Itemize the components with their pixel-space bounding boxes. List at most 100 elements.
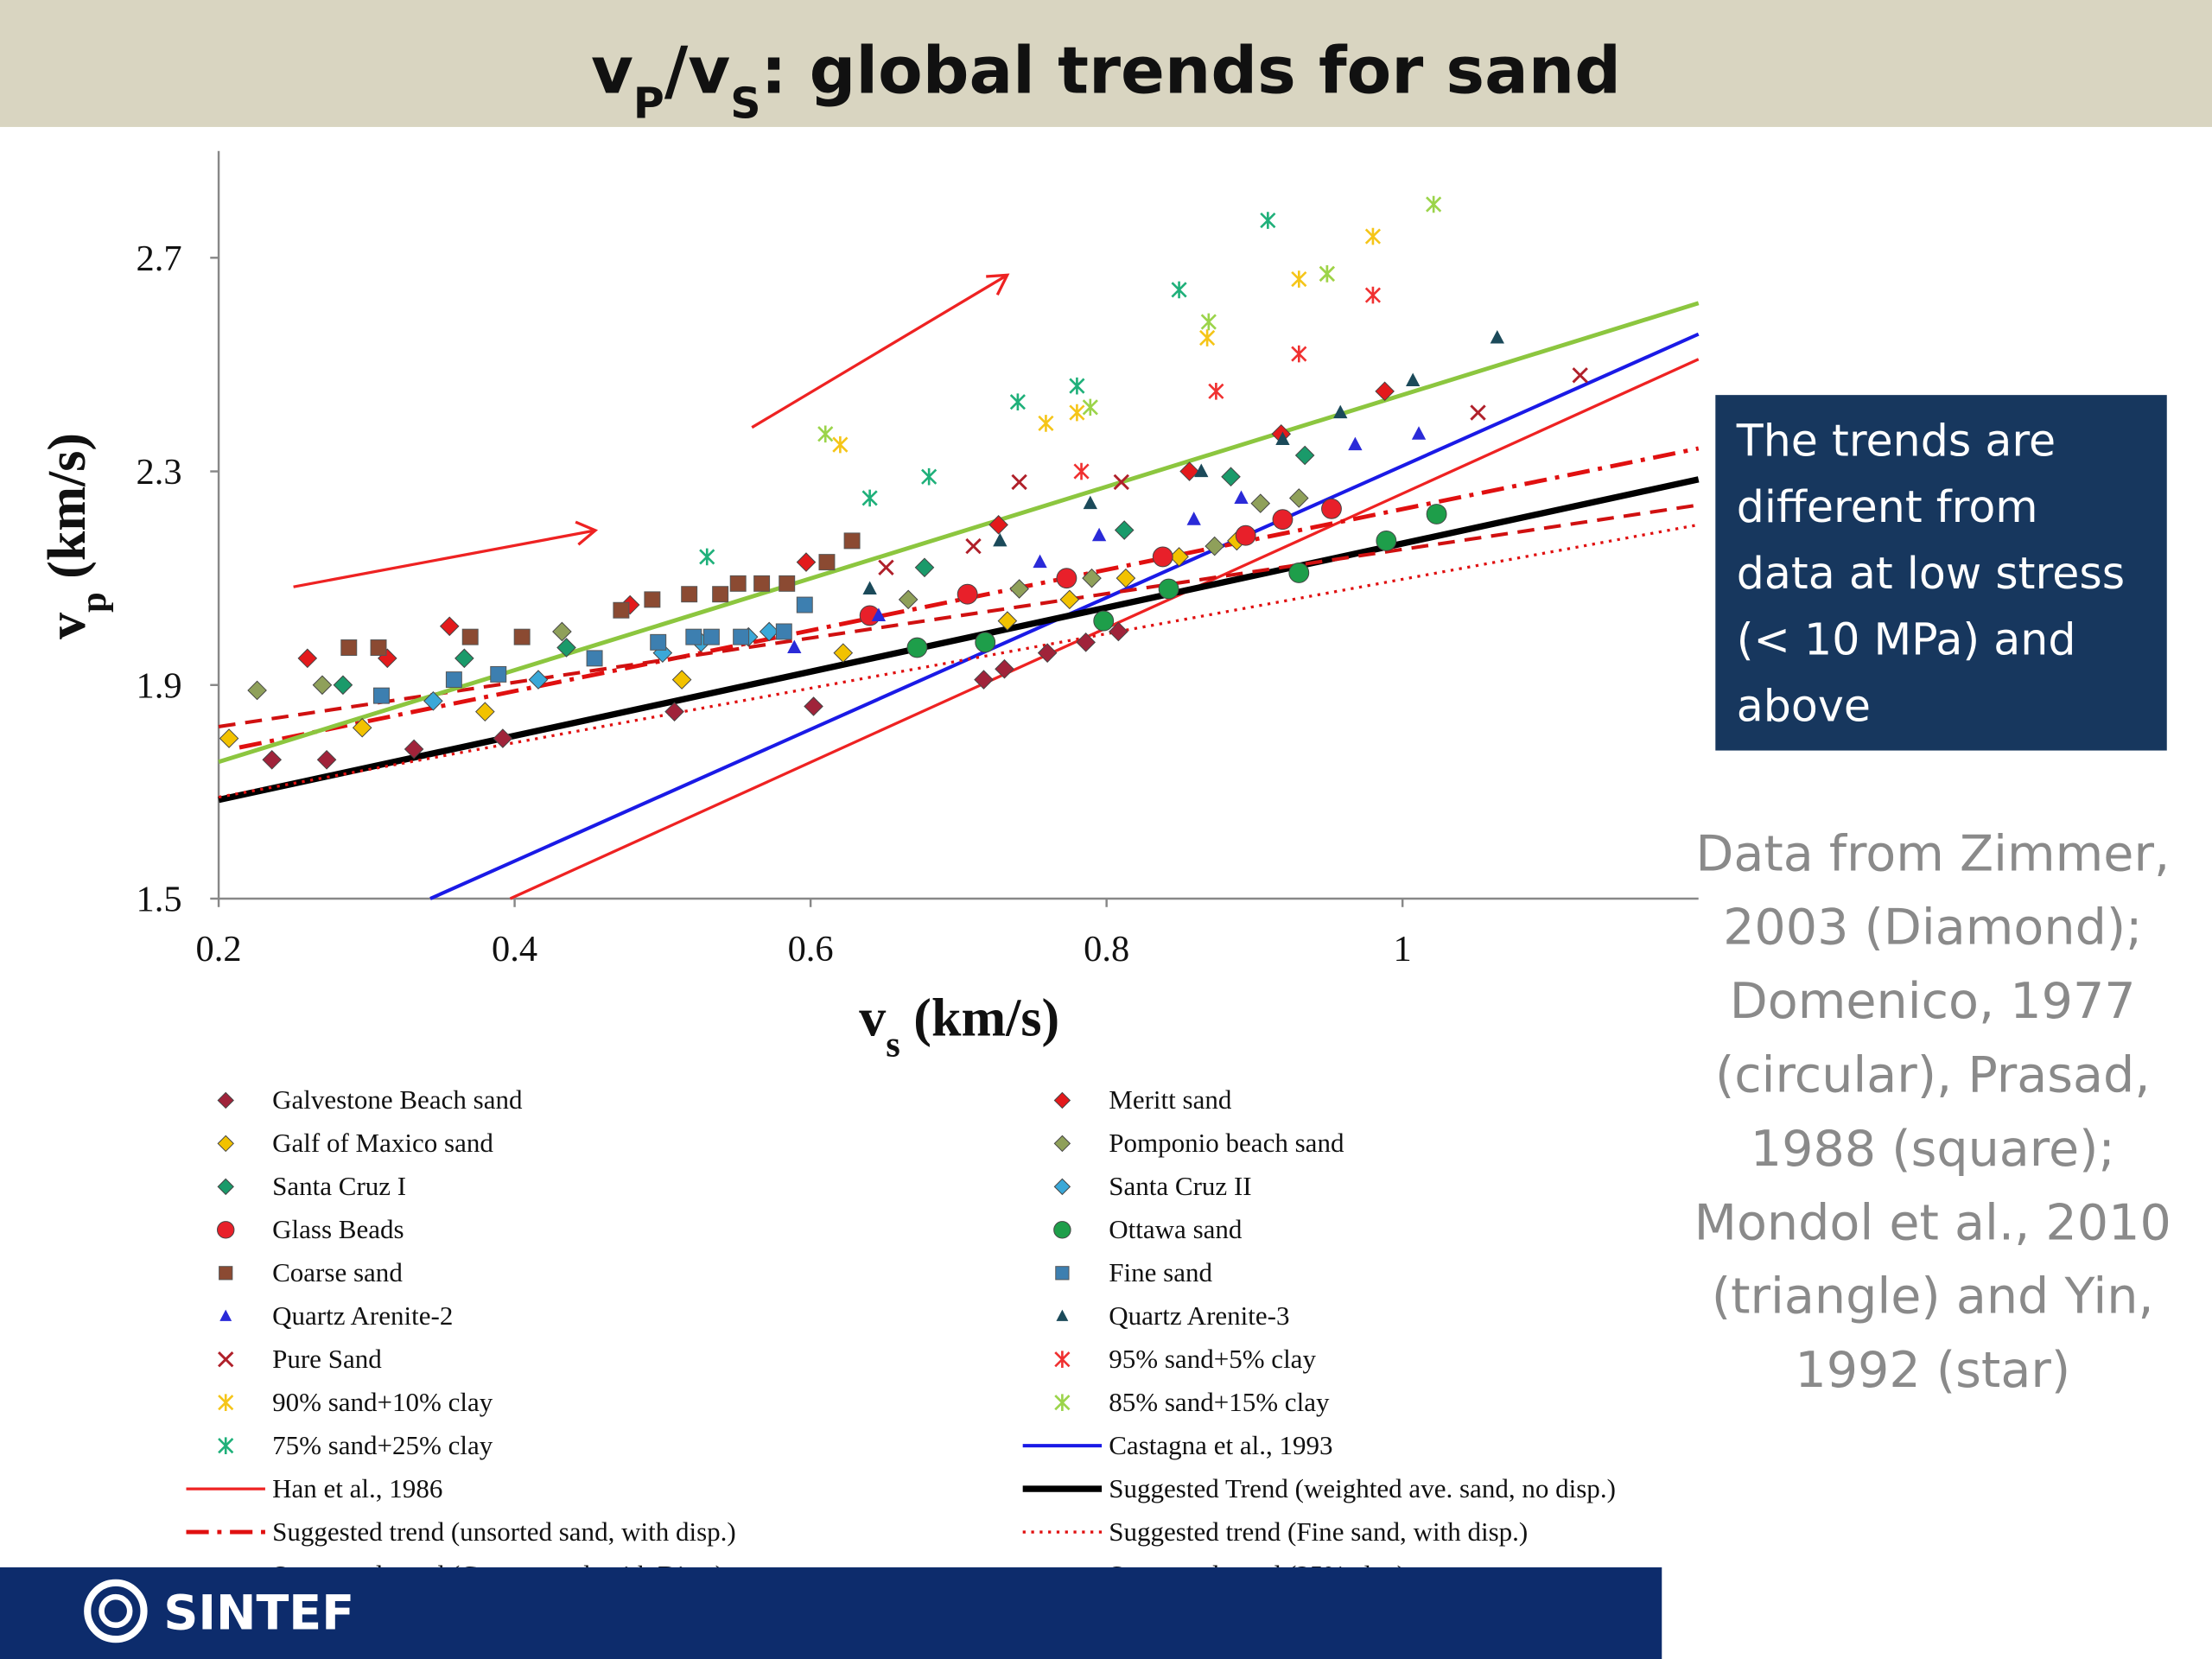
square-marker bbox=[729, 575, 747, 592]
diamond-marker bbox=[262, 749, 283, 770]
square-marker bbox=[775, 623, 792, 640]
x-marker bbox=[1470, 404, 1486, 421]
legend-label: Santa Cruz I bbox=[272, 1171, 406, 1201]
legend-item: Pure Sand bbox=[218, 1344, 382, 1374]
square-marker bbox=[490, 665, 507, 683]
legend-item: Fine sand bbox=[1055, 1257, 1213, 1287]
y-tick-label: 1.9 bbox=[137, 665, 182, 706]
x-marker bbox=[218, 1351, 234, 1368]
logo-text: SINTEF bbox=[163, 1586, 354, 1642]
logo-icon bbox=[84, 1579, 148, 1643]
triangle-marker bbox=[787, 639, 802, 654]
diamond-marker bbox=[404, 739, 424, 760]
diamond-marker bbox=[759, 621, 779, 642]
note-line: 1992 (star) bbox=[1795, 1342, 2070, 1399]
callout-line: different from bbox=[1737, 481, 2038, 532]
square-marker bbox=[513, 628, 531, 645]
note-line: 2003 (Diamond); bbox=[1723, 899, 2142, 957]
text-part: s bbox=[886, 1024, 900, 1065]
circle-marker bbox=[1053, 1221, 1071, 1239]
square-marker bbox=[586, 650, 603, 667]
diamond-marker bbox=[1076, 632, 1096, 652]
note-line: Data from Zimmer, bbox=[1695, 825, 2170, 882]
diamond-marker bbox=[1221, 467, 1241, 487]
legend-label: Fine sand bbox=[1109, 1257, 1212, 1287]
square-marker bbox=[1055, 1266, 1070, 1281]
legend-item: Quartz Arenite-3 bbox=[1056, 1300, 1290, 1331]
star-marker bbox=[1054, 1394, 1071, 1411]
square-marker bbox=[796, 596, 813, 613]
star-marker bbox=[861, 489, 878, 507]
note-line: 1988 (square); bbox=[1751, 1121, 2115, 1178]
legend-label: Quartz Arenite-2 bbox=[272, 1300, 453, 1331]
callout-box bbox=[1715, 395, 2167, 751]
y-tick-label: 2.7 bbox=[137, 238, 182, 279]
text-part: p bbox=[73, 592, 113, 613]
square-marker bbox=[644, 591, 661, 608]
triangle-marker bbox=[993, 532, 1007, 547]
diamond-marker bbox=[312, 675, 333, 696]
star-marker bbox=[921, 467, 938, 486]
legend-label: Galf of Maxico sand bbox=[272, 1128, 493, 1158]
diamond-marker bbox=[833, 643, 854, 663]
circle-marker bbox=[1235, 524, 1256, 546]
square-marker bbox=[681, 586, 698, 603]
source-note: Data from Zimmer, 2003 (Diamond); Domenico… bbox=[1694, 825, 2171, 1399]
text-part: v bbox=[591, 33, 633, 109]
triangle-marker bbox=[1490, 330, 1504, 344]
diamond-marker bbox=[1109, 621, 1128, 642]
legend-label: 85% sand+15% clay bbox=[1109, 1387, 1330, 1417]
x-tick-label: 1 bbox=[1394, 929, 1412, 969]
legend-item: 95% sand+5% clay bbox=[1054, 1344, 1316, 1374]
legend-item: Han et al., 1986 bbox=[186, 1473, 442, 1503]
note-line: Mondol et al., 2010 bbox=[1694, 1194, 2171, 1251]
x-tick-label: 0.4 bbox=[492, 929, 537, 969]
legend-item: Glass Beads bbox=[217, 1214, 404, 1244]
legend-label: Pomponio beach sand bbox=[1109, 1128, 1344, 1158]
note-line: (circular), Prasad, bbox=[1715, 1047, 2151, 1104]
legend-label: Castagna et al., 1993 bbox=[1109, 1430, 1332, 1460]
star-marker bbox=[699, 548, 715, 566]
diamond-marker bbox=[1294, 445, 1315, 466]
x-tick-label: 0.2 bbox=[196, 929, 242, 969]
diamond-marker bbox=[1009, 579, 1029, 599]
x-tick-label: 0.6 bbox=[788, 929, 834, 969]
legend-label: Meritt sand bbox=[1109, 1084, 1232, 1115]
diamond-marker bbox=[620, 594, 640, 615]
star-marker bbox=[1319, 265, 1335, 283]
legend-item: 85% sand+15% clay bbox=[1054, 1387, 1330, 1417]
circle-marker bbox=[1158, 578, 1179, 600]
note-line: Domenico, 1977 bbox=[1730, 973, 2136, 1030]
legend-item: Galvestone Beach sand bbox=[217, 1084, 523, 1115]
diamond-marker bbox=[671, 670, 692, 690]
trend-line bbox=[218, 476, 1700, 804]
star-marker bbox=[1199, 329, 1216, 346]
callout-text: The trends are different from data at low … bbox=[1736, 415, 2125, 731]
square-marker bbox=[733, 628, 750, 645]
x-marker bbox=[1572, 367, 1588, 384]
legend-label: Quartz Arenite-3 bbox=[1109, 1300, 1289, 1331]
legend-label: 95% sand+5% clay bbox=[1109, 1344, 1316, 1374]
diamond-marker bbox=[493, 728, 513, 748]
arrow bbox=[751, 273, 1008, 429]
diamond-marker bbox=[804, 696, 823, 716]
square-marker bbox=[712, 586, 729, 603]
star-marker bbox=[1208, 383, 1224, 400]
diamond-marker bbox=[528, 670, 549, 690]
circle-marker bbox=[1321, 498, 1342, 519]
square-marker bbox=[340, 639, 358, 656]
legend-label: Han et al., 1986 bbox=[272, 1473, 442, 1503]
triangle-marker bbox=[1194, 463, 1209, 478]
triangle-marker bbox=[219, 1309, 232, 1321]
legend-item: Quartz Arenite-2 bbox=[219, 1300, 453, 1331]
legend-label: Pure Sand bbox=[272, 1344, 382, 1374]
diamond-marker bbox=[297, 648, 318, 669]
triangle-marker bbox=[1186, 512, 1201, 525]
square-marker bbox=[370, 639, 387, 656]
triangle-marker bbox=[1083, 495, 1097, 510]
triangle-marker bbox=[1275, 431, 1290, 445]
legend-item: Santa Cruz II bbox=[1053, 1171, 1252, 1201]
legend: Galvestone Beach sand Meritt sand Galf of … bbox=[186, 1084, 1616, 1590]
text-part: P bbox=[633, 79, 664, 128]
y-tick-label: 2.3 bbox=[137, 452, 182, 493]
